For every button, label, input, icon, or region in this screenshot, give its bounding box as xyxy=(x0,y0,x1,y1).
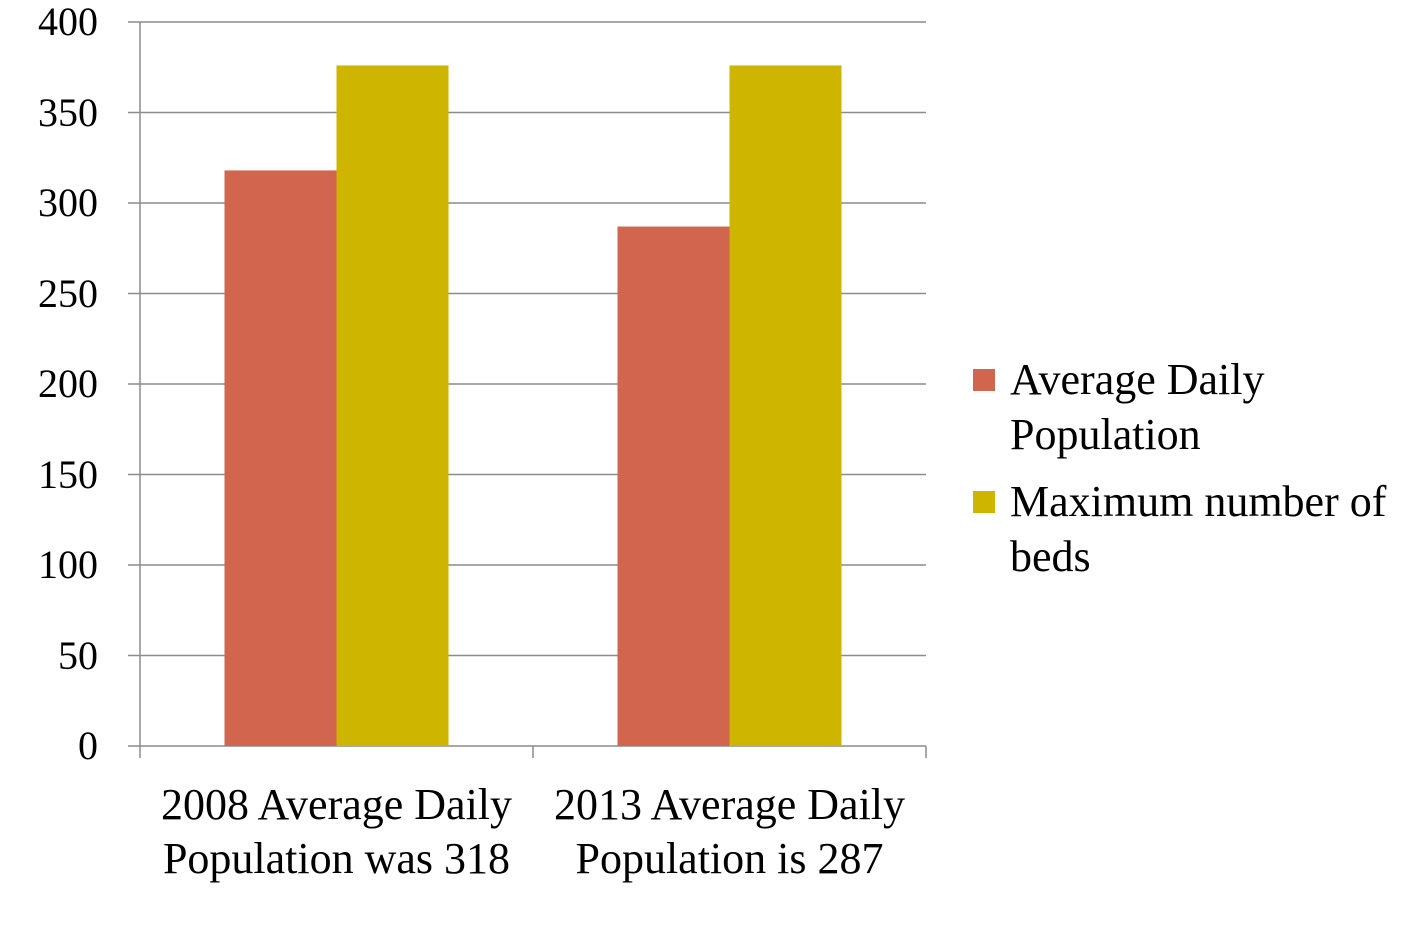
y-tick-label: 350 xyxy=(38,89,98,135)
y-tick-label: 50 xyxy=(58,632,98,678)
x-tick-label: 2013 Average Daily Population is 287 xyxy=(553,780,906,883)
y-tick-label: 100 xyxy=(38,542,98,587)
bar xyxy=(224,170,337,747)
bar xyxy=(336,65,449,746)
y-tick-label: 400 xyxy=(38,0,98,44)
legend-label: Average Daily Population xyxy=(1010,355,1265,459)
y-tick-label: 300 xyxy=(38,180,98,225)
y-tick-label: 250 xyxy=(38,270,98,316)
bar xyxy=(729,65,842,746)
bar xyxy=(617,226,730,746)
y-tick-label: 200 xyxy=(38,361,98,406)
x-tick-label: 2008 Average Daily Population was 318 xyxy=(160,780,513,883)
y-tick-label: 150 xyxy=(38,451,98,497)
y-tick-label: 0 xyxy=(78,723,98,768)
legend-label: Maximum number of beds xyxy=(1010,477,1387,581)
legend-swatch xyxy=(973,369,995,391)
legend-swatch xyxy=(973,491,995,513)
